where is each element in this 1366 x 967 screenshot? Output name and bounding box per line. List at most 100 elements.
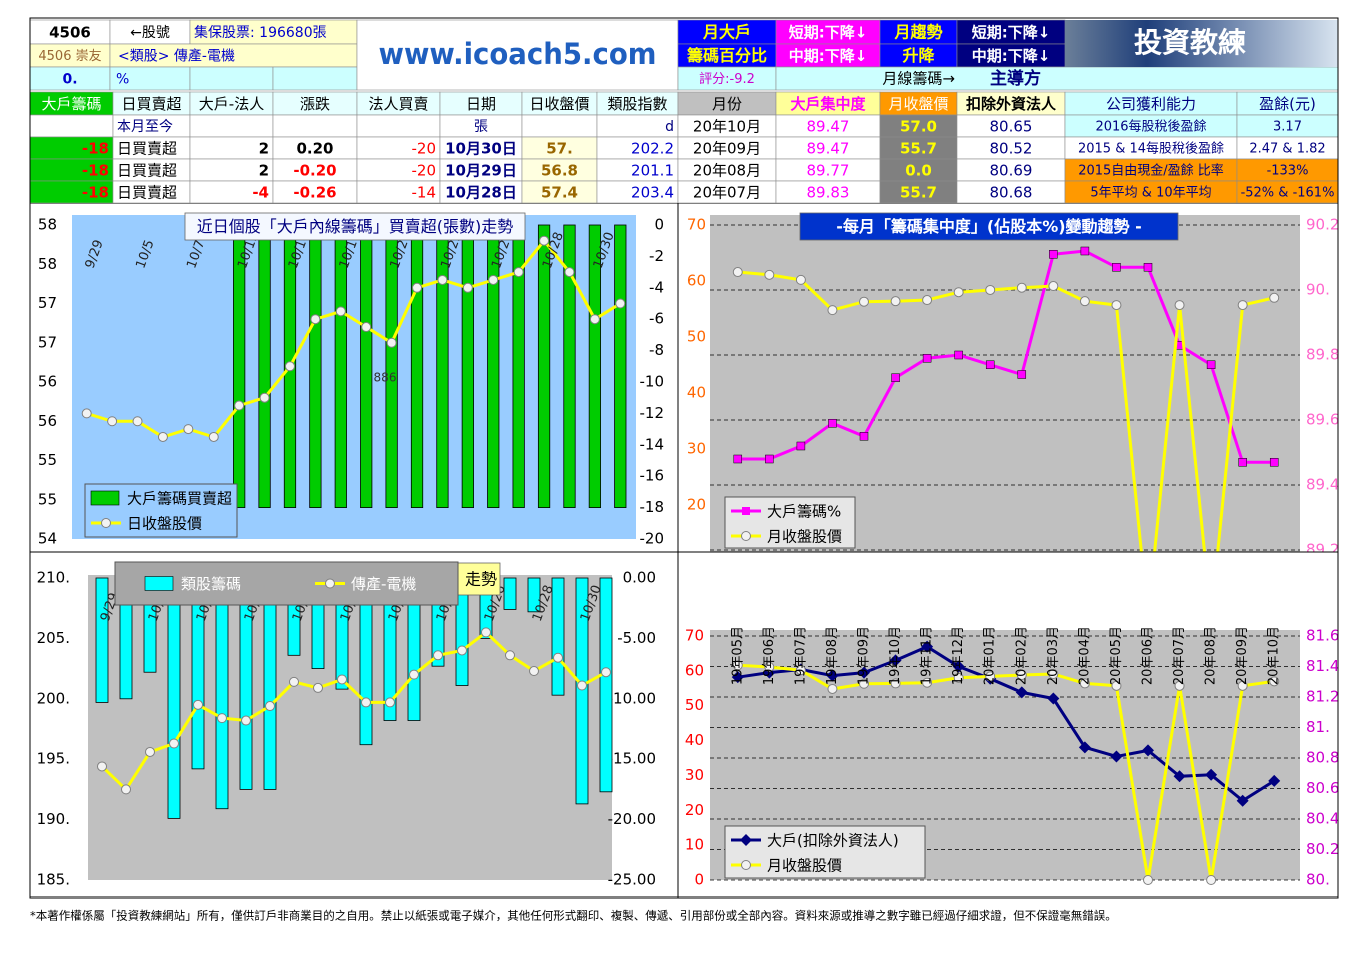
marker (433, 650, 443, 661)
cell-text: 89.47 (807, 140, 850, 158)
marker (733, 454, 743, 464)
legend-marker (325, 578, 335, 589)
marker (313, 682, 323, 693)
cell-text: 短期:下降↓ (972, 24, 1051, 42)
x-tick-label: 20年06月 (1141, 626, 1156, 685)
cell (521, 114, 598, 138)
y-tick-label: -15.00 (608, 750, 656, 768)
y-tick-label: 56 (38, 412, 57, 430)
y-tick-label: 60 (687, 272, 706, 290)
marker (234, 400, 245, 411)
marker (1206, 875, 1217, 885)
y-tick-label: 210. (37, 569, 70, 587)
marker (412, 282, 423, 293)
cell-text: 80.68 (990, 184, 1033, 202)
marker (1079, 296, 1090, 307)
marker (1015, 686, 1028, 699)
brand-text: 投資教練 (1134, 26, 1246, 59)
cell (879, 19, 958, 45)
x-tick-label: 20年04月 (1077, 626, 1092, 685)
legend-label: 月收盤股價 (767, 528, 842, 546)
cell-text: ←股號 (130, 25, 170, 41)
marker (827, 683, 838, 694)
cell-text: 0.0 (905, 162, 932, 180)
cell-text: 89.83 (807, 184, 850, 202)
marker (953, 672, 964, 683)
x-tick-label: 19年08月 (825, 626, 840, 685)
marker (1269, 458, 1279, 467)
cell-text: 20年08月 (693, 162, 761, 180)
marker (1237, 300, 1248, 311)
marker (922, 677, 933, 688)
cell (956, 19, 1066, 45)
cell-text: 203.4 (631, 184, 674, 202)
column-header: 盈餘(元) (1259, 95, 1316, 113)
cell (29, 19, 111, 45)
cell-text: 日買賣超 (117, 184, 177, 202)
marker (1048, 281, 1059, 292)
legend-box (724, 825, 926, 879)
y-tick-label: -2 (649, 247, 664, 265)
y-tick-label: 55 (38, 451, 57, 469)
column-header: 類股指數 (607, 95, 667, 113)
y-tick-label: 56 (38, 373, 57, 391)
marker (1078, 741, 1091, 754)
cell (272, 66, 358, 91)
cell (272, 114, 358, 138)
cell-text: 張 (474, 119, 488, 135)
bar (360, 224, 373, 509)
y-tick-label: -20 (640, 530, 665, 548)
cell-text: -18 (82, 140, 109, 158)
cell-text: 5年平均 & 10年平均 (1090, 186, 1211, 201)
y-tick-label: -18 (640, 498, 665, 516)
marker (132, 416, 143, 427)
marker (954, 350, 963, 360)
cell-text: 89.77 (807, 162, 850, 180)
monthly-chip: 月線籌碼→ (882, 70, 955, 88)
marker (385, 697, 395, 708)
marker (457, 645, 467, 656)
cell-text: 4506 崇友 (38, 48, 101, 64)
marker (107, 416, 118, 427)
cell-text: 10月30日 (445, 140, 517, 158)
marker (1269, 676, 1280, 687)
bar (258, 224, 271, 509)
marker (615, 298, 626, 309)
marker (284, 361, 295, 372)
y-tick-label: 81.4 (1306, 657, 1339, 675)
legend-swatch (144, 576, 174, 591)
marker (1269, 292, 1280, 303)
x-tick-label: 19年12月 (951, 626, 966, 685)
marker (795, 665, 806, 676)
y-tick-label: 89.8 (1306, 346, 1339, 364)
marker (145, 746, 155, 757)
y-tick-label: 90.2 (1306, 216, 1339, 234)
chart-panel: 185. 190. 195. 200. 205. 210. 0.00 -5.00 -10.00 -… (30, 552, 678, 897)
y-tick-label: -10 (640, 373, 665, 391)
cell-text: 3.17 (1273, 120, 1302, 135)
x-tick-label: 19年10月 (888, 626, 903, 685)
marker (1174, 680, 1185, 691)
y-tick-label: 0 (654, 216, 664, 234)
y-tick-label: 81.6 (1306, 627, 1339, 645)
marker (953, 287, 964, 298)
marker (1268, 774, 1281, 787)
y-tick-label: 50 (687, 328, 706, 346)
marker (335, 306, 346, 317)
marker (462, 282, 473, 293)
legend-label: 月收盤股價 (767, 857, 842, 875)
cell-text: 短期:下降↓ (789, 24, 868, 42)
chart-title: 走勢 (465, 570, 497, 589)
marker (1174, 300, 1185, 311)
x-tick-label: 20年02月 (1014, 626, 1029, 685)
marker (732, 660, 743, 671)
cell-text: 201.1 (631, 162, 674, 180)
cell-text: 中期:下降↓ (789, 47, 868, 65)
column-header: 大戶集中度 (790, 95, 866, 113)
x-tick-label: 20年01月 (983, 626, 998, 685)
marker (208, 431, 219, 442)
y-tick-label: 89.2 (1306, 541, 1339, 559)
y-tick-label: 0.00 (623, 569, 656, 587)
cell-text: 籌碼百分比 (687, 46, 767, 65)
cell-text: -14 (412, 184, 437, 202)
